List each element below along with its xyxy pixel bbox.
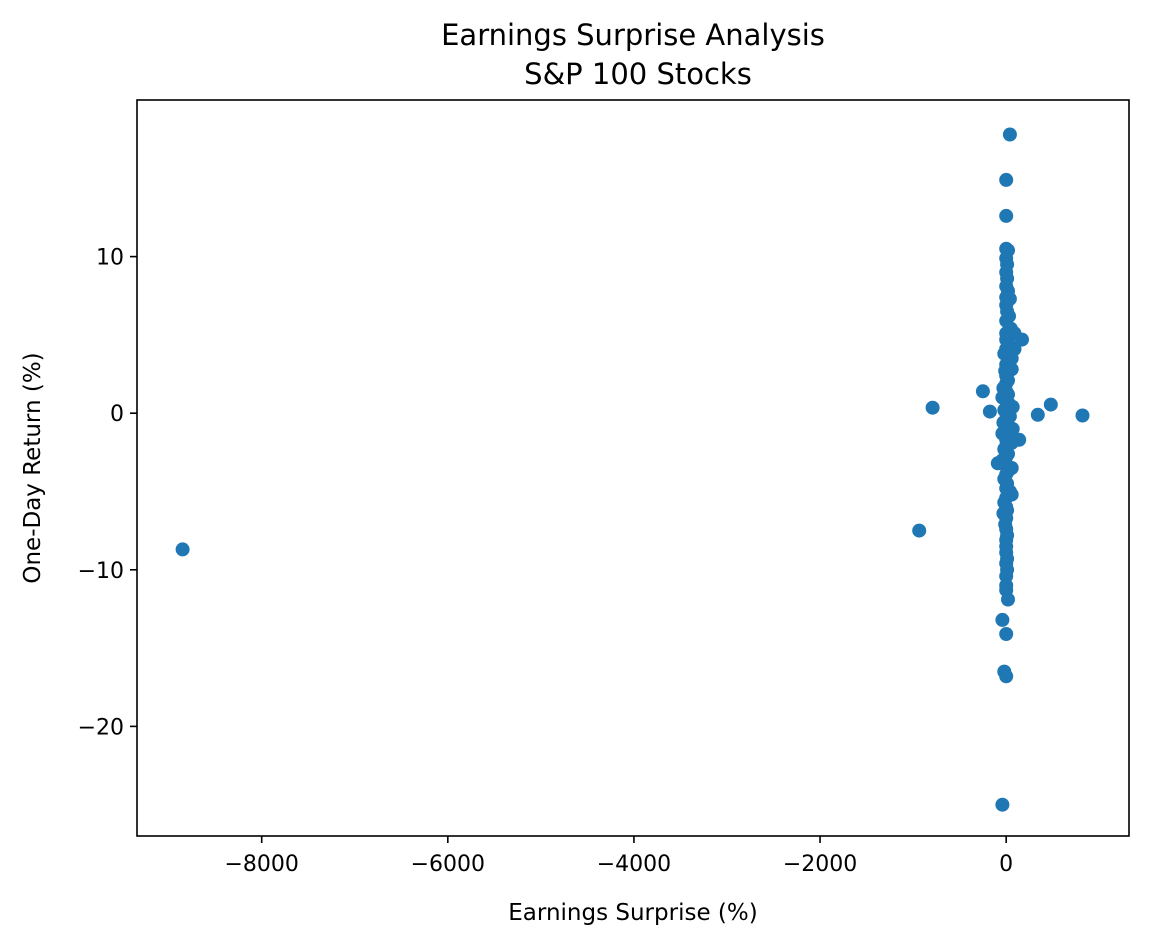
data-point <box>175 542 190 557</box>
data-point <box>1043 397 1058 412</box>
data-point <box>995 797 1010 812</box>
data-points <box>175 127 1090 812</box>
y-tick-label: 0 <box>110 402 124 427</box>
x-tick-label: −2000 <box>783 852 857 877</box>
data-point <box>1002 127 1017 142</box>
data-point <box>1030 407 1045 422</box>
y-tick-label: −20 <box>78 715 124 740</box>
data-point <box>975 384 990 399</box>
x-tick-label: −8000 <box>224 852 298 877</box>
chart-title: Earnings Surprise Analysis <box>441 18 825 52</box>
data-point <box>925 400 940 415</box>
x-axis-label: Earnings Surprise (%) <box>508 900 757 926</box>
data-point <box>995 612 1010 627</box>
data-point <box>999 208 1014 223</box>
y-tick-label: −10 <box>78 559 124 584</box>
data-point <box>1075 408 1090 423</box>
x-tick-label: 0 <box>999 852 1013 877</box>
data-point <box>999 669 1014 684</box>
x-tick-label: −4000 <box>597 852 671 877</box>
y-tick-label: 10 <box>96 246 124 271</box>
plot-frame <box>136 99 1130 837</box>
data-point <box>999 627 1014 641</box>
data-point <box>999 172 1014 187</box>
chart-subtitle: S&P 100 Stocks <box>524 57 752 91</box>
x-tick-label: −6000 <box>411 852 485 877</box>
y-axis-label: One-Day Return (%) <box>20 352 46 583</box>
data-point <box>982 404 997 419</box>
y-axis-ticks: −20 −10 0 10 <box>78 246 137 740</box>
data-point <box>1001 592 1015 607</box>
x-axis-ticks: −8000 −6000 −4000 −2000 0 <box>224 836 1013 877</box>
data-point <box>912 523 927 538</box>
